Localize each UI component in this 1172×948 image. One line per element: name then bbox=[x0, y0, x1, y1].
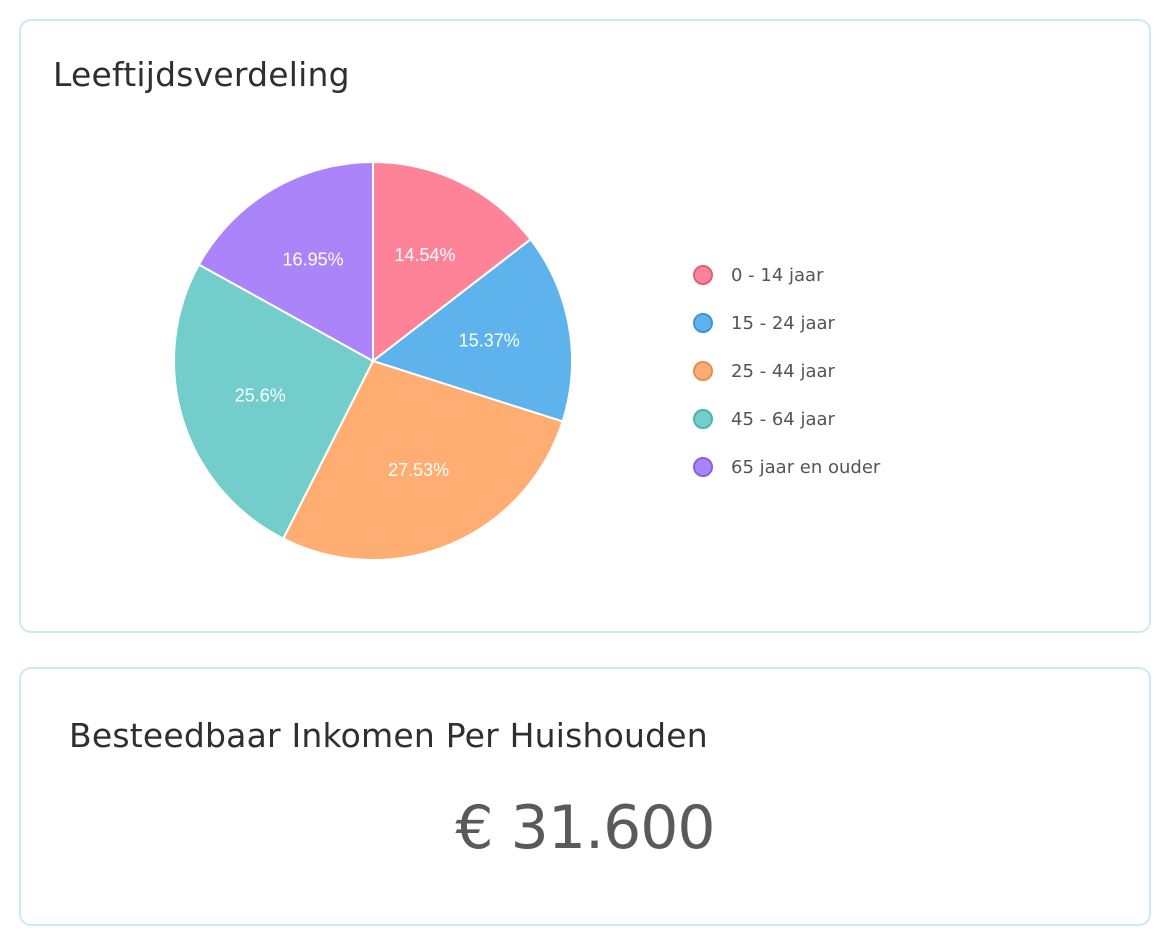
legend-item[interactable]: 0 - 14 jaar bbox=[693, 251, 880, 299]
legend-label: 0 - 14 jaar bbox=[731, 264, 824, 286]
legend-swatch bbox=[693, 409, 713, 429]
legend-label: 45 - 64 jaar bbox=[731, 408, 835, 430]
age-distribution-title: Leeftijdsverdeling bbox=[53, 55, 350, 94]
legend-item[interactable]: 65 jaar en ouder bbox=[693, 443, 880, 491]
pie-slice-label: 15.37% bbox=[459, 331, 520, 351]
pie-slice-3[interactable] bbox=[281, 359, 564, 561]
legend-label: 25 - 44 jaar bbox=[731, 360, 835, 382]
legend-swatch bbox=[693, 313, 713, 333]
pie-slice-label: 14.54% bbox=[395, 245, 456, 265]
age-pie-chart: 14.54% 15.37% 27.53% 25.6% 16.95% bbox=[173, 160, 573, 561]
chart-legend: 0 - 14 jaar 15 - 24 jaar 25 - 44 jaar 45 - … bbox=[693, 251, 880, 491]
legend-swatch bbox=[693, 457, 713, 477]
legend-label: 65 jaar en ouder bbox=[731, 456, 881, 478]
pie-slice-5[interactable] bbox=[197, 160, 374, 363]
income-value: € 31.600 bbox=[455, 793, 715, 863]
pie-slice-label: 27.53% bbox=[388, 460, 449, 480]
legend-swatch bbox=[693, 361, 713, 381]
pie-slice-4[interactable] bbox=[173, 263, 375, 540]
legend-item[interactable]: 25 - 44 jaar bbox=[693, 347, 880, 395]
legend-label: 15 - 24 jaar bbox=[731, 312, 835, 334]
age-distribution-card: Leeftijdsverdeling 14.54% 15.37% 27.53% 25.… bbox=[19, 19, 1151, 633]
legend-item[interactable]: 45 - 64 jaar bbox=[693, 395, 880, 443]
legend-swatch bbox=[693, 265, 713, 285]
pie-slice-label: 16.95% bbox=[283, 249, 344, 269]
pie-slice-label: 25.6% bbox=[235, 386, 286, 406]
income-card: Besteedbaar Inkomen Per Huishouden € 31.… bbox=[19, 667, 1151, 926]
legend-item[interactable]: 15 - 24 jaar bbox=[693, 299, 880, 347]
income-title: Besteedbaar Inkomen Per Huishouden bbox=[69, 716, 708, 755]
pie-slice-1[interactable] bbox=[372, 160, 532, 364]
